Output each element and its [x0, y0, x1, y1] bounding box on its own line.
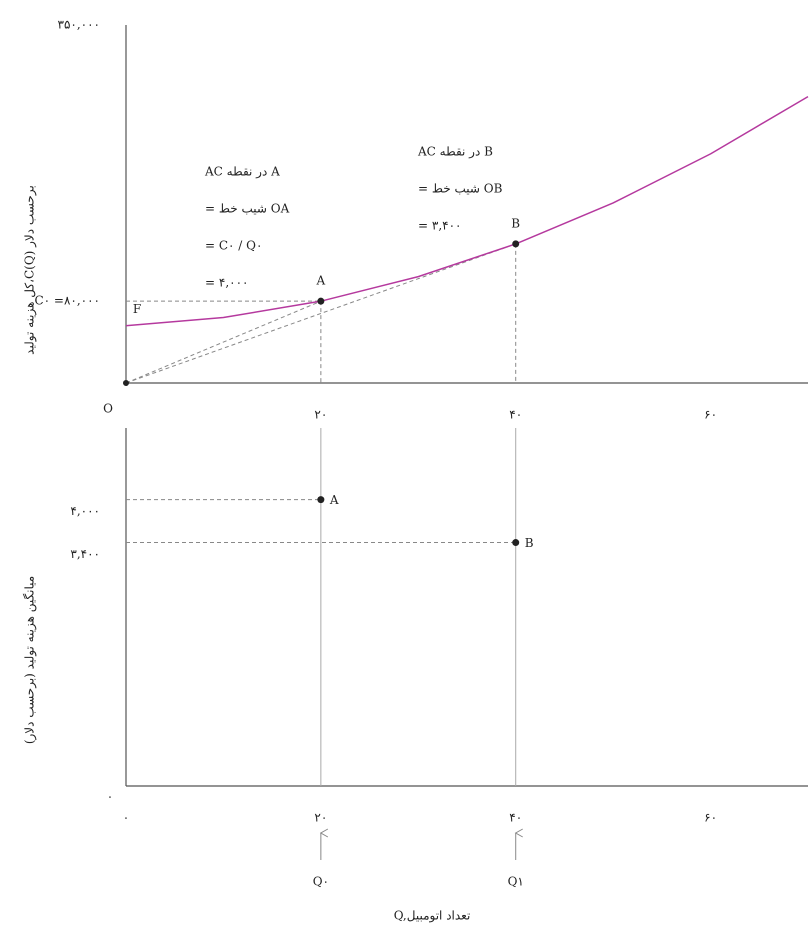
ray [125, 300, 322, 384]
point-label: B [511, 216, 520, 230]
point [317, 297, 325, 305]
x-tick-label: ۶۰ [704, 811, 717, 825]
total-cost-curve [125, 95, 809, 327]
y-tick-label: ۴,۰۰۰ [70, 504, 100, 518]
origin-label: O [103, 402, 113, 416]
x-tick-label: ۲۰ [314, 408, 327, 422]
x-tick-label: ۲۰ [314, 811, 327, 825]
annotation: AC در نقطه A [204, 165, 280, 179]
y-tick-label: ۳,۴۰۰ [70, 547, 100, 561]
point-label: A [316, 274, 326, 288]
annotation: = شیب خط OB [418, 182, 503, 196]
y-tick-label: C۰ =۸۰,۰۰۰ [34, 294, 100, 308]
annotation: = ۴,۰۰۰ [205, 276, 248, 290]
ray [125, 243, 516, 384]
x-tick-label: ۶۰ [704, 408, 717, 422]
point [512, 539, 520, 547]
point [317, 496, 325, 504]
intercept-label: F [133, 302, 141, 316]
y-axis-label: میانگین هزینه تولید (برحسب دلار) [23, 576, 37, 744]
y-tick-label: ۳۵۰,۰۰۰ [58, 18, 101, 32]
point-label: A [329, 493, 339, 507]
origin-label: ٠ [107, 790, 113, 804]
x-axis-label: Q,تعداد اتومبیل [394, 909, 471, 923]
quantity-label: Q۰ [313, 875, 329, 889]
origin-point [123, 380, 129, 386]
y-axis-label: کل هزینه تولید،C(Q) برحسب دلار [23, 185, 37, 355]
annotation: = C۰ / Q۰ [205, 239, 262, 253]
x-tick-label: ۴۰ [509, 811, 522, 825]
point [512, 240, 520, 248]
quantity-label: Q۱ [508, 875, 524, 889]
annotation: AC در نقطه B [417, 145, 493, 159]
annotation: = شیب خط OA [205, 202, 290, 216]
x-tick-label: ۰ [123, 811, 129, 825]
x-tick-label: ۴۰ [509, 408, 522, 422]
point-label: B [525, 536, 534, 550]
annotation: = ۳,۴۰۰ [418, 219, 461, 233]
